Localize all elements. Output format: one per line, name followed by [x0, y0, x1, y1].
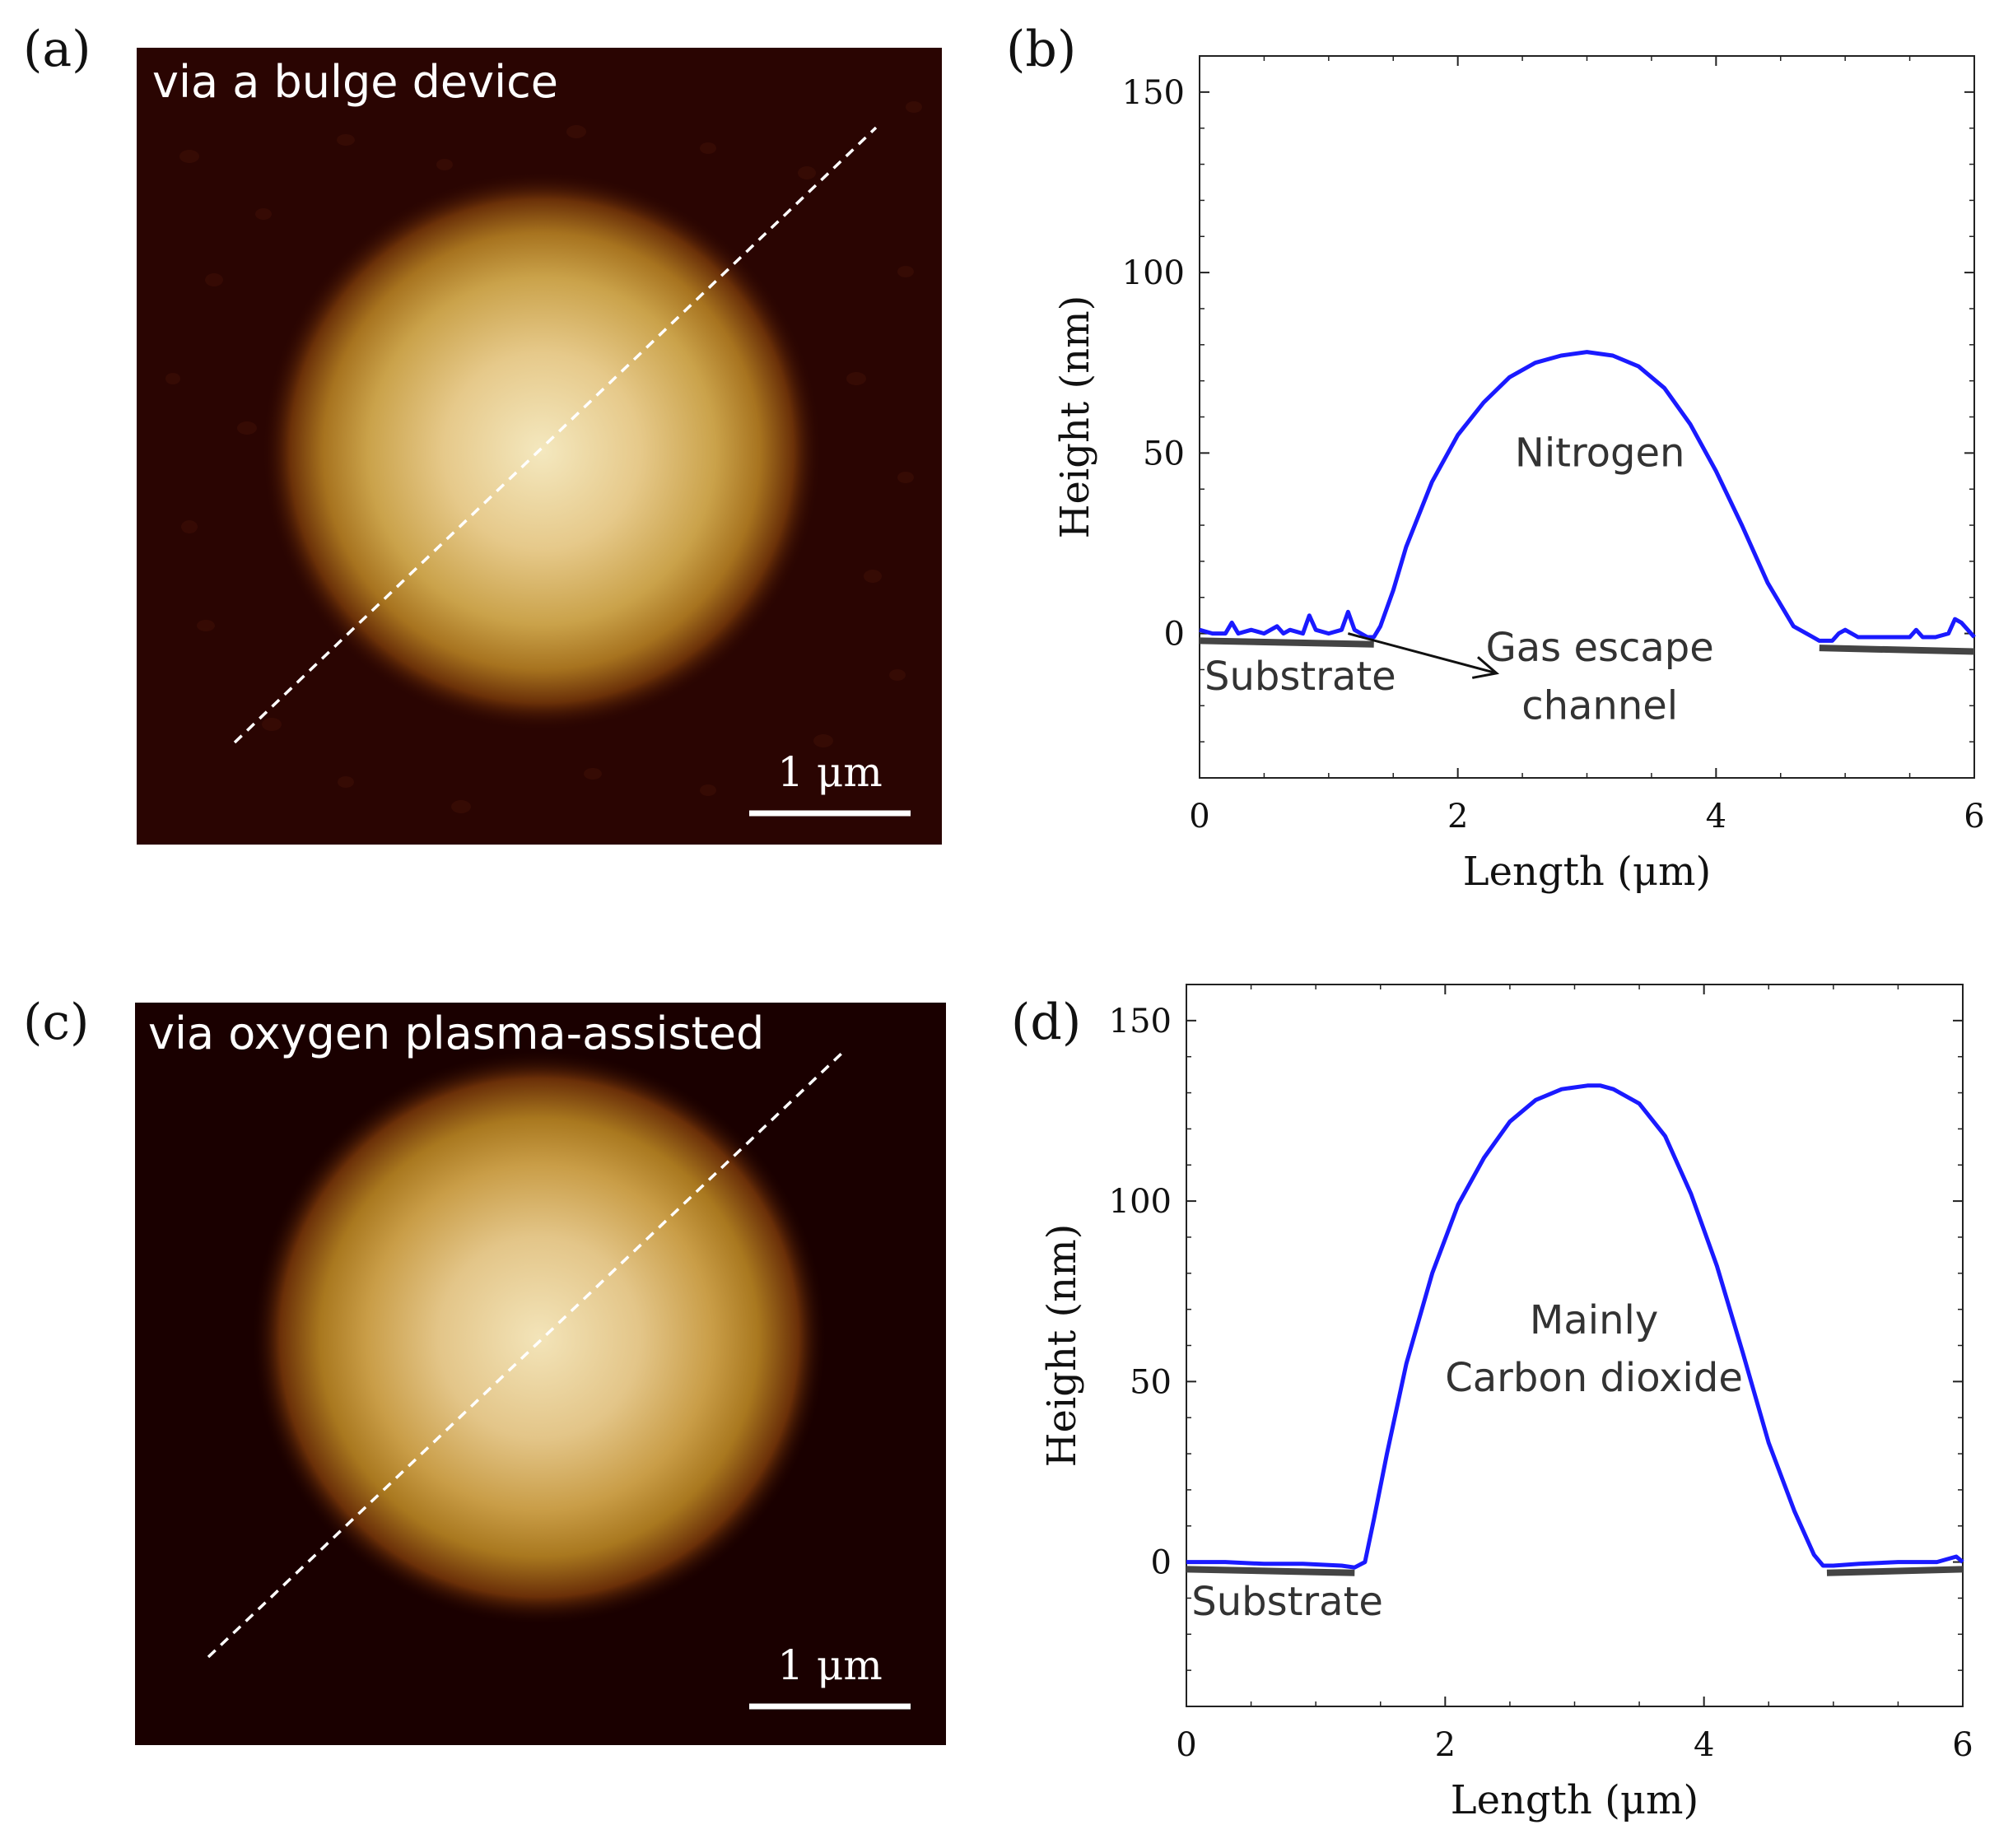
chart-d: (d) 0 2 4 6 0 50 100 150 Length (μm) Height (nm) M…: [1011, 984, 1973, 1823]
chart-b-plot: 0 2 4 6 0 50 100 150 Length (μm) Height (nm) Nitro…: [1052, 55, 1985, 895]
annotation-label: Gas escape: [1486, 625, 1714, 671]
y-tick-label: 100: [1109, 1183, 1172, 1221]
chart-d-plot: 0 2 4 6 0 50 100 150 Length (μm) Height (nm) Mainl…: [1039, 984, 1973, 1823]
panel-a-label: (a): [23, 21, 91, 78]
x-axis-label: Length (μm): [1451, 1777, 1699, 1823]
substrate-line: [1186, 1566, 1355, 1576]
arrow-shaft: [1347, 632, 1498, 675]
profile-cut-line-c: [207, 1050, 845, 1659]
panel-a: (a): [23, 21, 942, 845]
chart-b: (b) 0 2 4 6 0 50 100 150 Length (μm) Height (nm) N…: [1006, 21, 1985, 895]
y-tick-label: 150: [1109, 1003, 1172, 1040]
x-tick-label: 0: [1176, 1726, 1196, 1764]
x-axis-label: Length (μm): [1463, 849, 1712, 895]
panel-c: (c) via oxygen plasma-assisted 1 μm: [23, 994, 946, 1745]
profile-line: [1199, 350, 1976, 643]
profile-line: [1186, 1083, 1964, 1570]
arrow-head: [1471, 656, 1500, 679]
annotation-label: Nitrogen: [1515, 430, 1685, 476]
x-tick-label: 0: [1189, 798, 1209, 836]
x-tick-label: 4: [1706, 798, 1726, 836]
annotation-label: channel: [1521, 682, 1678, 728]
y-tick-label: 50: [1130, 1363, 1172, 1401]
y-tick-label: 0: [1151, 1544, 1172, 1582]
y-tick-label: 100: [1122, 254, 1185, 292]
substrate-line: [1826, 1566, 1964, 1576]
y-tick-label: 150: [1122, 74, 1185, 112]
y-tick-label: 50: [1143, 435, 1185, 472]
x-tick-label: 2: [1447, 798, 1468, 836]
y-tick-label: 0: [1164, 616, 1185, 654]
caption-c: via oxygen plasma-assisted: [148, 1008, 764, 1059]
profile-cut-line-a: [233, 126, 878, 744]
annotation-label: Substrate: [1191, 1579, 1383, 1625]
x-tick-label: 4: [1694, 1726, 1714, 1764]
y-axis-label: Height (nm): [1039, 1224, 1085, 1468]
annotation-label: Carbon dioxide: [1445, 1355, 1743, 1401]
scalebar-label-a: 1 μm: [777, 748, 883, 796]
caption-a: via a bulge device: [152, 56, 558, 108]
substrate-line: [1199, 637, 1374, 648]
bubble-a: [262, 171, 822, 731]
bubble-c: [251, 1050, 827, 1626]
afm-speckle-a: [165, 101, 922, 813]
x-tick-label: 6: [1964, 798, 1984, 836]
substrate-line: [1819, 645, 1975, 655]
scalebar-label-c: 1 μm: [777, 1641, 883, 1689]
panel-d-label: (d): [1011, 994, 1081, 1051]
annotation-label: Substrate: [1205, 654, 1396, 700]
x-tick-label: 2: [1435, 1726, 1456, 1764]
annotation-label: Mainly: [1530, 1297, 1658, 1343]
panel-b-label: (b): [1006, 21, 1076, 78]
panel-c-label: (c): [23, 994, 89, 1051]
x-tick-label: 6: [1952, 1726, 1973, 1764]
y-axis-label: Height (nm): [1052, 296, 1098, 539]
